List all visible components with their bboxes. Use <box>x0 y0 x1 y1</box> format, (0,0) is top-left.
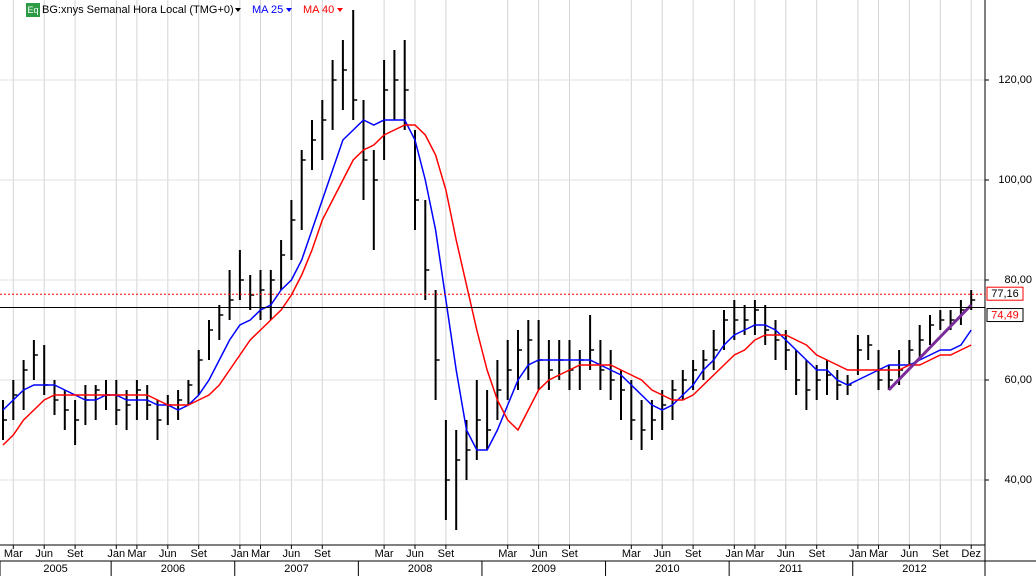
price-label-box <box>986 286 1024 301</box>
legend-entry: MA 25 <box>252 4 283 16</box>
dropdown-arrow[interactable] <box>286 8 292 12</box>
x-tick-label: Jun <box>406 548 424 560</box>
x-tick-label: Set <box>438 548 455 560</box>
price-label: 74,49 <box>991 309 1019 321</box>
moving-average-line <box>2 124 972 446</box>
x-tick-label: Jun <box>653 548 671 560</box>
year-label: 2010 <box>655 563 679 575</box>
moving-average-line <box>2 119 972 451</box>
legend: Eq BG:xnys Semanal Hora Local (TMG+0) MA… <box>26 3 343 17</box>
x-tick-label: Jun <box>901 548 919 560</box>
year-label: 2011 <box>779 563 803 575</box>
x-tick-label: Mar <box>745 548 764 560</box>
x-tick-label: Mar <box>375 548 394 560</box>
legend-entry: MA 40 <box>303 4 334 16</box>
price-label: 77,16 <box>991 288 1019 300</box>
x-tick-label: Mar <box>498 548 517 560</box>
x-tick-label: Set <box>561 548 578 560</box>
y-tick-label: 60,00 <box>1004 374 1032 386</box>
icon <box>26 3 40 17</box>
x-tick-label: Jun <box>159 548 177 560</box>
x-tick-label: Jun <box>283 548 301 560</box>
x-tick-label: Jan <box>231 548 249 560</box>
x-tick-label: Jun <box>35 548 53 560</box>
year-label: 2008 <box>408 563 432 575</box>
x-tick-label: Set <box>67 548 84 560</box>
year-label: 2012 <box>902 563 926 575</box>
x-tick-label: Mar <box>622 548 641 560</box>
x-tick-label: Jan <box>849 548 867 560</box>
x-tick-label: Jun <box>530 548 548 560</box>
icon-label: Eq <box>27 5 38 15</box>
price-label-box <box>986 308 1024 323</box>
x-tick-label: Dez <box>961 548 981 560</box>
x-tick-label: Mar <box>251 548 270 560</box>
x-tick-label: Mar <box>127 548 146 560</box>
year-label: 2006 <box>161 563 185 575</box>
x-tick-label: Jun <box>777 548 795 560</box>
x-tick-label: Set <box>932 548 949 560</box>
y-tick-label: 40,00 <box>1004 474 1032 486</box>
y-tick-label: 100,00 <box>998 174 1032 186</box>
x-tick-label: Jan <box>107 548 125 560</box>
y-tick-label: 80,00 <box>1004 274 1032 286</box>
x-tick-label: Set <box>190 548 207 560</box>
year-label: 2007 <box>284 563 308 575</box>
x-tick-label: Jan <box>725 548 743 560</box>
x-tick-label: Set <box>685 548 702 560</box>
dropdown-arrow[interactable] <box>235 8 241 12</box>
year-label: 2005 <box>43 563 67 575</box>
x-tick-label: Set <box>314 548 331 560</box>
x-tick-label: Mar <box>869 548 888 560</box>
year-label: 2009 <box>532 563 556 575</box>
y-tick-label: 120,00 <box>998 74 1032 86</box>
trendline <box>887 303 973 392</box>
x-tick-label: Mar <box>4 548 23 560</box>
dropdown-arrow[interactable] <box>337 8 343 12</box>
x-tick-label: Set <box>808 548 825 560</box>
chart-title: BG:xnys Semanal Hora Local (TMG+0) <box>42 4 234 16</box>
